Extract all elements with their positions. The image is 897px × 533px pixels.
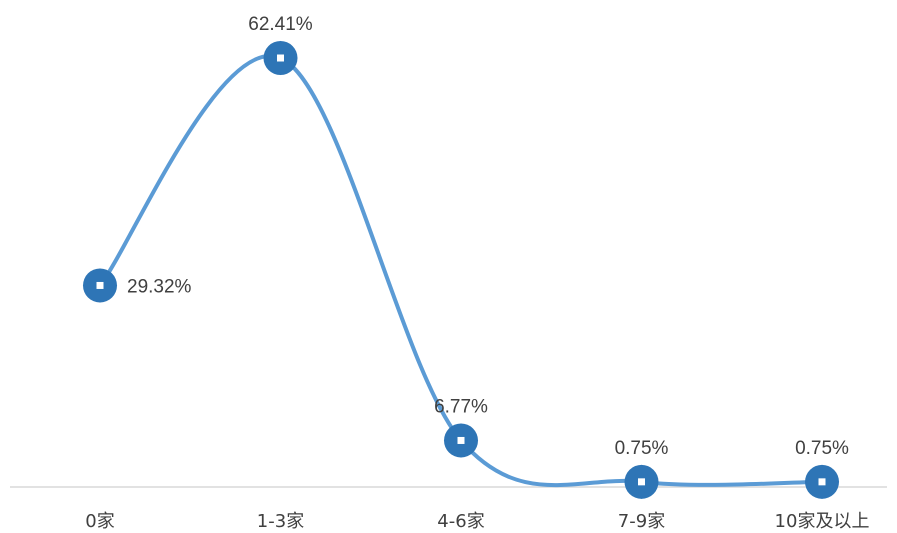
series-line	[98, 53, 824, 488]
data-point-marker	[263, 40, 298, 76]
data-label: 29.32%	[127, 276, 192, 297]
x-tick-label: 1-3家	[257, 511, 304, 532]
data-point-marker	[82, 268, 118, 303]
marker-center	[277, 54, 284, 62]
data-label: 0.75%	[615, 438, 669, 459]
marker-center	[457, 436, 465, 444]
data-point-marker	[804, 464, 840, 500]
data-label: 6.77%	[434, 396, 488, 417]
data-point-marker	[443, 423, 479, 458]
x-tick-label: 0家	[85, 511, 114, 532]
x-tick-label: 10家及以上	[775, 511, 870, 532]
data-label: 62.41%	[248, 14, 313, 35]
data-label: 0.75%	[795, 438, 849, 459]
marker-center	[638, 478, 645, 486]
marker-center	[818, 478, 826, 486]
x-tick-label: 4-6家	[437, 511, 484, 532]
x-tick-label: 7-9家	[618, 511, 665, 532]
marker-center	[96, 281, 104, 289]
data-point-marker	[624, 464, 659, 500]
